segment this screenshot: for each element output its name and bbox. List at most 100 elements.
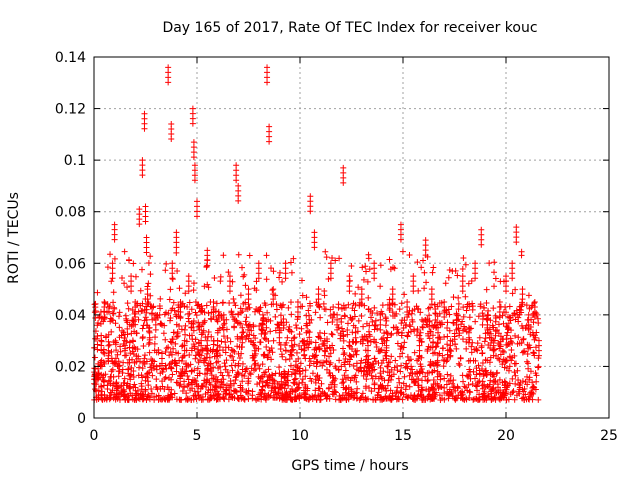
data-point (395, 329, 402, 336)
data-point (249, 388, 256, 395)
data-point (336, 255, 343, 262)
data-point (525, 395, 532, 402)
data-point (298, 277, 305, 284)
data-point (417, 309, 424, 316)
data-point (152, 316, 159, 323)
data-point (277, 312, 284, 319)
data-point (324, 366, 331, 373)
data-point (232, 387, 239, 394)
data-point (131, 328, 138, 335)
data-point (495, 340, 502, 347)
data-point (432, 317, 439, 324)
data-point (531, 308, 538, 315)
data-point (422, 252, 429, 259)
data-point (256, 323, 263, 330)
data-point (340, 345, 347, 352)
data-point (101, 298, 108, 305)
data-point (493, 370, 500, 377)
data-point (313, 352, 320, 359)
data-point (220, 395, 227, 402)
data-point (178, 326, 185, 333)
data-point (399, 396, 406, 403)
data-point (125, 370, 132, 377)
data-point (459, 336, 466, 343)
data-point (190, 287, 197, 294)
data-point (441, 384, 448, 391)
data-point (462, 261, 469, 268)
data-point (223, 382, 230, 389)
data-point (463, 345, 470, 352)
data-point (305, 307, 312, 314)
data-point (144, 286, 151, 293)
data-point (393, 324, 400, 331)
data-point (98, 371, 105, 378)
data-point (157, 295, 164, 302)
data-point (411, 349, 418, 356)
data-point (162, 336, 169, 343)
data-point (369, 364, 376, 371)
data-point (100, 346, 107, 353)
data-point (170, 329, 177, 336)
data-point (531, 303, 538, 310)
data-point (162, 267, 169, 274)
data-point (302, 381, 309, 388)
data-point (256, 308, 263, 315)
data-point (151, 393, 158, 400)
data-point (192, 355, 199, 362)
data-point (306, 355, 313, 362)
data-point (98, 384, 105, 391)
data-point (278, 351, 285, 358)
data-point (246, 323, 253, 330)
data-point (315, 296, 322, 303)
data-point (408, 376, 415, 383)
data-point (526, 374, 533, 381)
data-point (470, 396, 477, 403)
data-point (205, 365, 212, 372)
data-point (399, 317, 406, 324)
data-point (98, 347, 105, 354)
data-point (253, 278, 260, 285)
data-point (456, 330, 463, 337)
data-point (167, 286, 174, 293)
data-point (293, 396, 300, 403)
data-point (167, 315, 174, 322)
data-point (348, 262, 355, 269)
data-point (268, 371, 275, 378)
data-point (228, 308, 235, 315)
data-point (131, 396, 138, 403)
data-point (362, 394, 369, 401)
data-point (472, 275, 479, 282)
data-point (437, 376, 444, 383)
data-point (288, 385, 295, 392)
data-point (174, 267, 181, 274)
data-point (151, 358, 158, 365)
data-point (487, 330, 494, 337)
data-point (297, 371, 304, 378)
data-point (316, 329, 323, 336)
data-point (286, 355, 293, 362)
data-point (388, 396, 395, 403)
data-point (222, 390, 229, 397)
data-point (420, 324, 426, 331)
data-point (126, 344, 133, 351)
data-point (512, 372, 519, 379)
data-point (494, 381, 501, 388)
data-points (91, 64, 542, 403)
data-point (422, 373, 429, 380)
data-point (465, 280, 472, 287)
data-point (219, 381, 226, 388)
data-point (491, 283, 498, 290)
data-point (201, 319, 208, 326)
data-point (312, 339, 319, 346)
data-point (217, 278, 224, 285)
data-point (108, 373, 115, 380)
data-point (360, 323, 367, 330)
data-point (255, 275, 262, 282)
data-point (439, 352, 446, 359)
y-tick-label: 0.04 (55, 308, 86, 324)
data-point (457, 355, 464, 362)
data-point (227, 338, 234, 345)
data-point (527, 368, 534, 375)
data-point (222, 344, 229, 351)
data-point (367, 308, 374, 315)
